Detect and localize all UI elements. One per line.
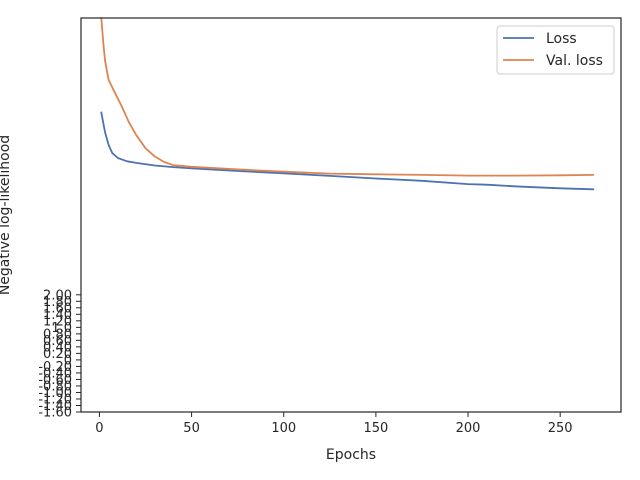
x-tick-label: 200 <box>456 421 481 436</box>
y-tick-label: 2.00 <box>43 288 72 303</box>
x-tick-label: 0 <box>95 421 103 436</box>
y-tick-label: 0.20 <box>43 347 72 362</box>
x-tick-label: 100 <box>271 421 296 436</box>
series-line-val-loss <box>100 17 595 177</box>
x-tick-label: 250 <box>548 421 573 436</box>
y-tick-label: -0.20 <box>38 360 72 375</box>
y-tick-label: 0.60 <box>43 334 72 349</box>
y-tick-label: 1.60 <box>43 301 72 316</box>
y-tick-label: 0 <box>64 353 72 368</box>
x-tick-label: 150 <box>363 421 388 436</box>
y-tick-label: 1.20 <box>43 314 72 329</box>
y-tick-label: -0.40 <box>38 366 72 381</box>
y-tick-label: -1.40 <box>38 399 72 414</box>
y-tick-label: -0.60 <box>38 373 72 388</box>
legend-label: Val. loss <box>546 53 603 69</box>
y-tick-label: 1.40 <box>43 308 72 323</box>
y-tick-label: 1.0 <box>51 321 72 336</box>
legend-label: Loss <box>546 31 577 47</box>
y-tick-label: 1.80 <box>43 295 72 310</box>
y-tick-label: -1.20 <box>38 392 72 407</box>
plot-frame <box>80 17 622 413</box>
legend: Loss Val. loss <box>496 25 615 75</box>
y-tick-label: 0.80 <box>43 327 72 342</box>
y-tick-label: -0.80 <box>38 379 72 394</box>
x-tick-label: 50 <box>183 421 200 436</box>
y-tick-label: -1.00 <box>38 386 72 401</box>
series-line-loss <box>100 111 595 191</box>
y-tick-label: 0.40 <box>43 340 72 355</box>
y-axis-ticks: -1.60-1.40-1.20-1.00-0.80-0.60-0.40-0.20… <box>38 288 81 421</box>
y-axis-label: Negative log-likelihood <box>0 135 13 295</box>
x-axis-label: Epochs <box>326 447 376 463</box>
series-lines <box>100 17 595 191</box>
x-axis-ticks: 0 50 100 150 200 250 <box>95 412 573 436</box>
y-tick-label: -1.60 <box>38 406 72 421</box>
